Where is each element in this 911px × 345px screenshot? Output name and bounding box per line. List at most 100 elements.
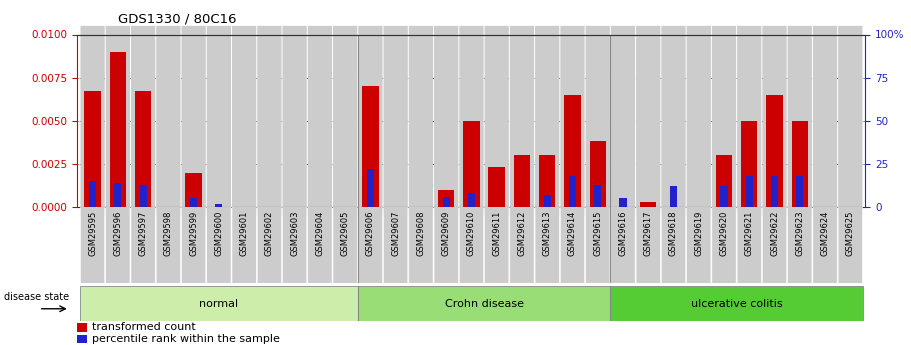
FancyBboxPatch shape (510, 206, 534, 284)
Text: GSM29613: GSM29613 (543, 211, 552, 256)
Bar (741, 121, 757, 207)
Text: GSM29608: GSM29608 (416, 211, 425, 256)
FancyBboxPatch shape (459, 26, 484, 216)
FancyBboxPatch shape (813, 206, 837, 284)
FancyBboxPatch shape (611, 206, 635, 284)
FancyBboxPatch shape (485, 206, 509, 284)
Text: GSM29607: GSM29607 (391, 211, 400, 256)
FancyBboxPatch shape (232, 206, 256, 284)
FancyBboxPatch shape (711, 26, 736, 216)
Text: GSM29602: GSM29602 (265, 211, 274, 256)
FancyBboxPatch shape (358, 206, 383, 284)
Text: GSM29605: GSM29605 (341, 211, 350, 256)
FancyBboxPatch shape (131, 26, 155, 216)
Text: GSM29597: GSM29597 (138, 211, 148, 256)
Bar (468, 193, 475, 207)
Bar (796, 176, 804, 207)
Bar (766, 95, 783, 207)
Bar (109, 52, 126, 207)
FancyBboxPatch shape (434, 206, 458, 284)
FancyBboxPatch shape (763, 26, 787, 216)
FancyBboxPatch shape (409, 206, 433, 284)
FancyBboxPatch shape (560, 26, 585, 216)
Text: GSM29623: GSM29623 (795, 211, 804, 256)
FancyBboxPatch shape (459, 206, 484, 284)
Bar (619, 198, 627, 207)
FancyBboxPatch shape (358, 286, 610, 321)
FancyBboxPatch shape (80, 26, 105, 216)
FancyBboxPatch shape (434, 26, 458, 216)
FancyBboxPatch shape (181, 206, 206, 284)
Text: GSM29619: GSM29619 (694, 211, 703, 256)
FancyBboxPatch shape (282, 206, 307, 284)
Text: GSM29609: GSM29609 (442, 211, 451, 256)
FancyBboxPatch shape (636, 206, 660, 284)
Text: GSM29611: GSM29611 (492, 211, 501, 256)
Text: transformed count: transformed count (92, 322, 196, 332)
Bar (367, 169, 374, 207)
FancyBboxPatch shape (610, 286, 863, 321)
Text: GSM29596: GSM29596 (113, 211, 122, 256)
FancyBboxPatch shape (308, 206, 332, 284)
Bar (721, 186, 728, 207)
FancyBboxPatch shape (384, 206, 408, 284)
FancyBboxPatch shape (687, 206, 711, 284)
Text: GSM29610: GSM29610 (467, 211, 476, 256)
Text: GDS1330 / 80C16: GDS1330 / 80C16 (118, 12, 237, 25)
FancyBboxPatch shape (106, 26, 130, 216)
FancyBboxPatch shape (207, 26, 231, 216)
Text: GSM29617: GSM29617 (644, 211, 653, 256)
FancyBboxPatch shape (838, 206, 863, 284)
FancyBboxPatch shape (560, 206, 585, 284)
Bar (363, 86, 379, 207)
Text: GSM29606: GSM29606 (366, 211, 375, 256)
FancyBboxPatch shape (711, 206, 736, 284)
FancyBboxPatch shape (333, 26, 357, 216)
FancyBboxPatch shape (157, 206, 180, 284)
Text: GSM29625: GSM29625 (845, 211, 855, 256)
FancyBboxPatch shape (535, 26, 559, 216)
FancyBboxPatch shape (156, 26, 180, 216)
FancyBboxPatch shape (661, 26, 686, 216)
Bar (77, 335, 87, 343)
Bar (569, 176, 576, 207)
Bar (215, 204, 222, 207)
Text: GSM29599: GSM29599 (189, 211, 198, 256)
Bar (670, 186, 677, 207)
Text: GSM29620: GSM29620 (720, 211, 729, 256)
Text: GSM29615: GSM29615 (593, 211, 602, 256)
FancyBboxPatch shape (257, 26, 281, 216)
Text: GSM29603: GSM29603 (290, 211, 299, 256)
Text: percentile rank within the sample: percentile rank within the sample (92, 334, 280, 344)
Bar (190, 198, 197, 207)
Bar (544, 195, 551, 207)
FancyBboxPatch shape (384, 26, 408, 216)
FancyBboxPatch shape (535, 206, 559, 284)
Bar (792, 121, 808, 207)
FancyBboxPatch shape (611, 26, 635, 216)
FancyBboxPatch shape (737, 26, 762, 216)
Bar (514, 155, 530, 207)
FancyBboxPatch shape (80, 206, 105, 284)
FancyBboxPatch shape (207, 206, 231, 284)
Bar (463, 121, 480, 207)
FancyBboxPatch shape (788, 26, 812, 216)
Text: GSM29616: GSM29616 (619, 211, 628, 256)
FancyBboxPatch shape (485, 26, 509, 216)
Bar (564, 95, 580, 207)
FancyBboxPatch shape (661, 206, 686, 284)
Bar (77, 323, 87, 332)
Text: Crohn disease: Crohn disease (445, 299, 524, 308)
FancyBboxPatch shape (106, 206, 130, 284)
Text: normal: normal (200, 299, 239, 308)
FancyBboxPatch shape (181, 26, 206, 216)
FancyBboxPatch shape (687, 26, 711, 216)
FancyBboxPatch shape (308, 26, 332, 216)
Text: disease state: disease state (4, 292, 69, 302)
Bar (589, 141, 606, 207)
Bar (114, 183, 121, 207)
Text: GSM29618: GSM29618 (669, 211, 678, 256)
Bar (539, 155, 556, 207)
FancyBboxPatch shape (636, 26, 660, 216)
Bar (746, 176, 752, 207)
